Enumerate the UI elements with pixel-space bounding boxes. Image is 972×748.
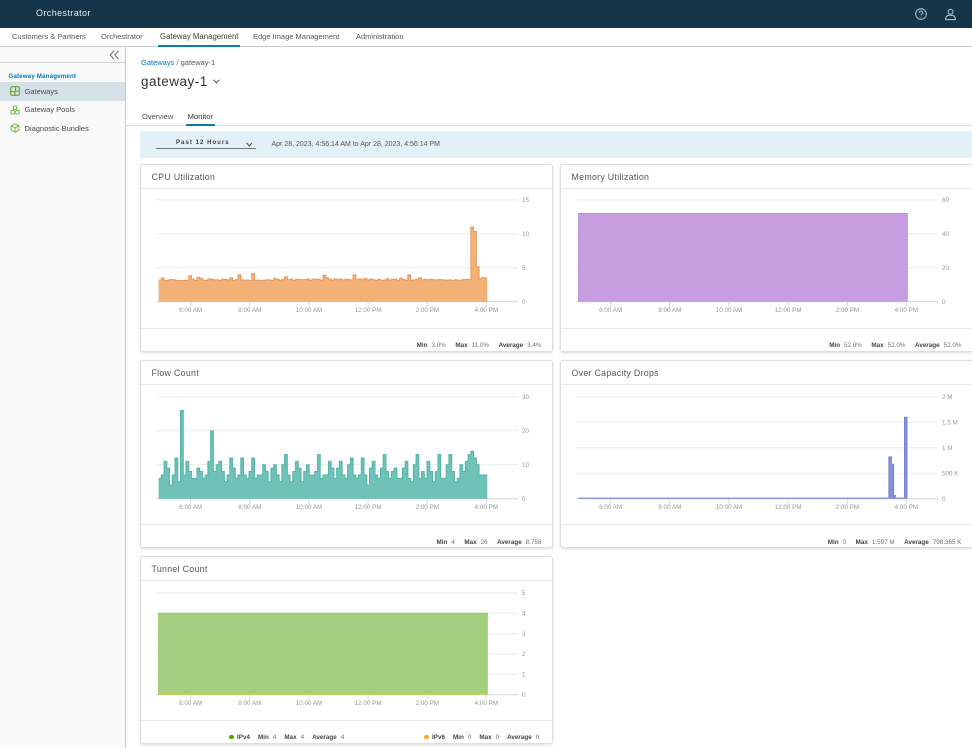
svg-text:8:00 AM: 8:00 AM — [238, 700, 261, 707]
svg-text:4:00 PM: 4:00 PM — [894, 504, 917, 511]
svg-text:2:00 PM: 2:00 PM — [415, 504, 438, 511]
svg-text:2:00 PM: 2:00 PM — [415, 307, 438, 314]
svg-text:12:00 PM: 12:00 PM — [354, 504, 381, 511]
svg-text:10:00 AM: 10:00 AM — [295, 504, 322, 511]
svg-text:0: 0 — [522, 496, 526, 503]
svg-text:15: 15 — [522, 197, 530, 204]
svg-text:6:00 AM: 6:00 AM — [599, 504, 622, 511]
svg-text:8:00 AM: 8:00 AM — [238, 307, 261, 314]
svg-text:4:00 PM: 4:00 PM — [894, 307, 917, 314]
svg-text:6:00 AM: 6:00 AM — [179, 504, 202, 511]
svg-text:0: 0 — [942, 299, 946, 306]
svg-text:4:00 PM: 4:00 PM — [474, 504, 497, 511]
svg-text:6:00 AM: 6:00 AM — [599, 307, 622, 314]
svg-text:5: 5 — [522, 590, 526, 597]
svg-text:1: 1 — [522, 671, 526, 678]
svg-text:10:00 AM: 10:00 AM — [295, 700, 322, 707]
svg-text:1 M: 1 M — [942, 445, 953, 452]
svg-text:8:00 AM: 8:00 AM — [658, 504, 681, 511]
svg-text:1.5 M: 1.5 M — [942, 419, 958, 426]
svg-text:10: 10 — [522, 231, 530, 238]
svg-text:4: 4 — [522, 610, 526, 617]
svg-text:10:00 AM: 10:00 AM — [295, 307, 322, 314]
svg-text:500 K: 500 K — [942, 470, 959, 477]
svg-text:30: 30 — [522, 394, 530, 401]
svg-text:10: 10 — [522, 462, 530, 469]
svg-text:12:00 PM: 12:00 PM — [774, 504, 801, 511]
svg-text:6:00 AM: 6:00 AM — [179, 700, 202, 707]
svg-text:20: 20 — [942, 265, 950, 272]
svg-text:5: 5 — [522, 265, 526, 272]
svg-text:0: 0 — [522, 299, 526, 306]
svg-text:12:00 PM: 12:00 PM — [354, 307, 381, 314]
svg-text:2: 2 — [522, 651, 526, 658]
svg-text:0: 0 — [522, 692, 526, 699]
svg-text:2 M: 2 M — [942, 394, 953, 401]
svg-text:8:00 AM: 8:00 AM — [238, 504, 261, 511]
svg-text:2:00 PM: 2:00 PM — [835, 307, 858, 314]
svg-text:2:00 PM: 2:00 PM — [835, 504, 858, 511]
svg-text:8:00 AM: 8:00 AM — [658, 307, 681, 314]
svg-text:3: 3 — [522, 630, 526, 637]
svg-text:10:00 AM: 10:00 AM — [715, 504, 742, 511]
svg-text:0: 0 — [942, 496, 946, 503]
svg-text:4:00 PM: 4:00 PM — [474, 307, 497, 314]
svg-text:12:00 PM: 12:00 PM — [354, 700, 381, 707]
svg-text:2:00 PM: 2:00 PM — [415, 700, 438, 707]
svg-text:40: 40 — [942, 231, 950, 238]
svg-text:20: 20 — [522, 428, 530, 435]
svg-text:12:00 PM: 12:00 PM — [774, 307, 801, 314]
svg-text:60: 60 — [942, 197, 950, 204]
svg-text:10:00 AM: 10:00 AM — [715, 307, 742, 314]
svg-text:4:00 PM: 4:00 PM — [474, 700, 497, 707]
svg-text:6:00 AM: 6:00 AM — [179, 307, 202, 314]
